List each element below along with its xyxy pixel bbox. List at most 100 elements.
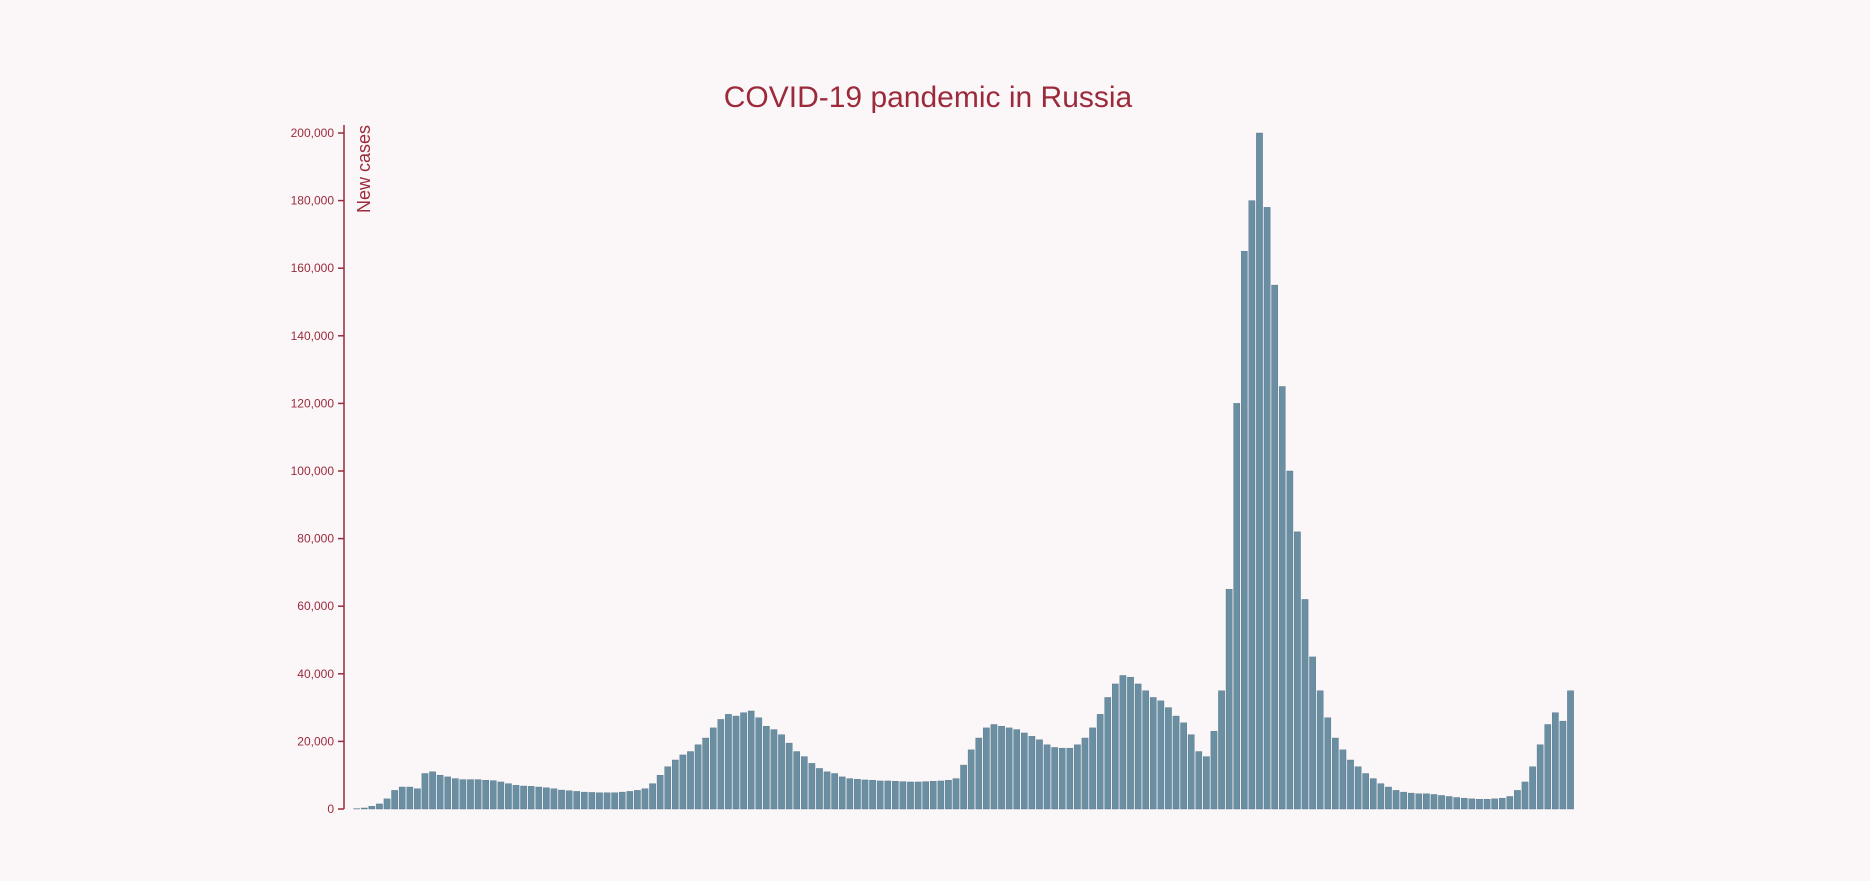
bar (474, 779, 482, 810)
bar (1028, 736, 1036, 810)
bar (907, 781, 914, 810)
bar (1536, 744, 1544, 810)
bar (565, 790, 573, 810)
bar (1203, 756, 1210, 810)
bar (1172, 715, 1180, 810)
bar (983, 727, 990, 810)
bar (816, 768, 823, 810)
bar (580, 791, 588, 810)
bar (406, 786, 414, 810)
bar (1013, 729, 1021, 810)
y-tick-label: 80,000 (297, 532, 334, 546)
bar (1347, 759, 1354, 810)
bar (945, 780, 952, 810)
bar (1362, 773, 1369, 810)
bar (672, 759, 679, 810)
bar (664, 766, 672, 810)
bar (1559, 720, 1567, 810)
bar (1286, 470, 1294, 810)
bar (1218, 690, 1225, 810)
bar (360, 807, 368, 810)
bar (1324, 717, 1332, 810)
bar (702, 737, 709, 810)
bar (800, 756, 808, 810)
bar (368, 806, 376, 810)
bar (1468, 798, 1476, 810)
y-tick-label: 160,000 (291, 261, 335, 275)
bar (709, 727, 717, 810)
bar (1142, 690, 1149, 810)
bar (459, 779, 467, 810)
bar (1112, 683, 1119, 810)
y-tick-label: 100,000 (291, 464, 335, 478)
bar (1309, 656, 1316, 810)
y-axis-label: New cases (354, 125, 374, 213)
bar (1066, 747, 1074, 810)
bar (793, 751, 801, 810)
y-axis-ticks: 0 20,000 40,000 60,000 80,000 100,000 120,000 1… (291, 126, 344, 816)
y-tick-label: 40,000 (297, 667, 334, 681)
bar (1453, 797, 1461, 810)
bar (1438, 795, 1445, 810)
bar (1301, 599, 1309, 810)
bar (1552, 712, 1559, 810)
bar (975, 737, 983, 810)
bar (603, 792, 611, 810)
bar (1165, 707, 1172, 810)
bar (482, 780, 489, 810)
bar (414, 788, 421, 810)
bar (1483, 799, 1491, 810)
bar (922, 781, 929, 810)
bar (1423, 793, 1430, 810)
bar (831, 773, 838, 810)
y-tick-label: 20,000 (297, 734, 334, 748)
bar (573, 791, 581, 810)
bar (527, 786, 535, 810)
bar (1430, 794, 1438, 810)
y-tick-label: 120,000 (291, 396, 335, 410)
bar (1036, 739, 1043, 810)
bar (1225, 589, 1233, 810)
bar (1476, 799, 1483, 810)
bar (1263, 207, 1271, 810)
bar (1491, 798, 1498, 810)
bar (641, 788, 649, 810)
bar (1514, 790, 1521, 810)
bar (649, 783, 656, 810)
bar (1020, 732, 1028, 810)
bar (1544, 724, 1552, 810)
bar (1157, 700, 1165, 810)
bar (1377, 783, 1385, 810)
y-tick-label: 180,000 (291, 194, 335, 208)
bar (1400, 791, 1407, 810)
bar (520, 785, 527, 810)
bar (656, 775, 664, 810)
bar (588, 792, 596, 810)
bar (596, 792, 603, 810)
bar (1316, 690, 1324, 810)
bar (512, 785, 520, 810)
bar (869, 780, 876, 810)
bar (1089, 727, 1096, 810)
bar (854, 779, 861, 810)
bar (1043, 744, 1051, 810)
bar (1567, 690, 1574, 810)
bar (998, 725, 1005, 810)
bar (1369, 778, 1377, 810)
bar (1096, 714, 1104, 810)
bar (634, 790, 641, 810)
y-tick-label: 200,000 (291, 126, 335, 140)
bar (505, 783, 512, 810)
bar (398, 786, 406, 810)
bar (808, 763, 816, 810)
bar (489, 780, 497, 810)
bar (1240, 251, 1248, 810)
bar (679, 754, 687, 810)
bar (1127, 676, 1134, 810)
bar (861, 779, 869, 810)
bar (1407, 792, 1415, 810)
bar (383, 798, 391, 810)
bar (1354, 766, 1362, 810)
bar (444, 776, 452, 810)
